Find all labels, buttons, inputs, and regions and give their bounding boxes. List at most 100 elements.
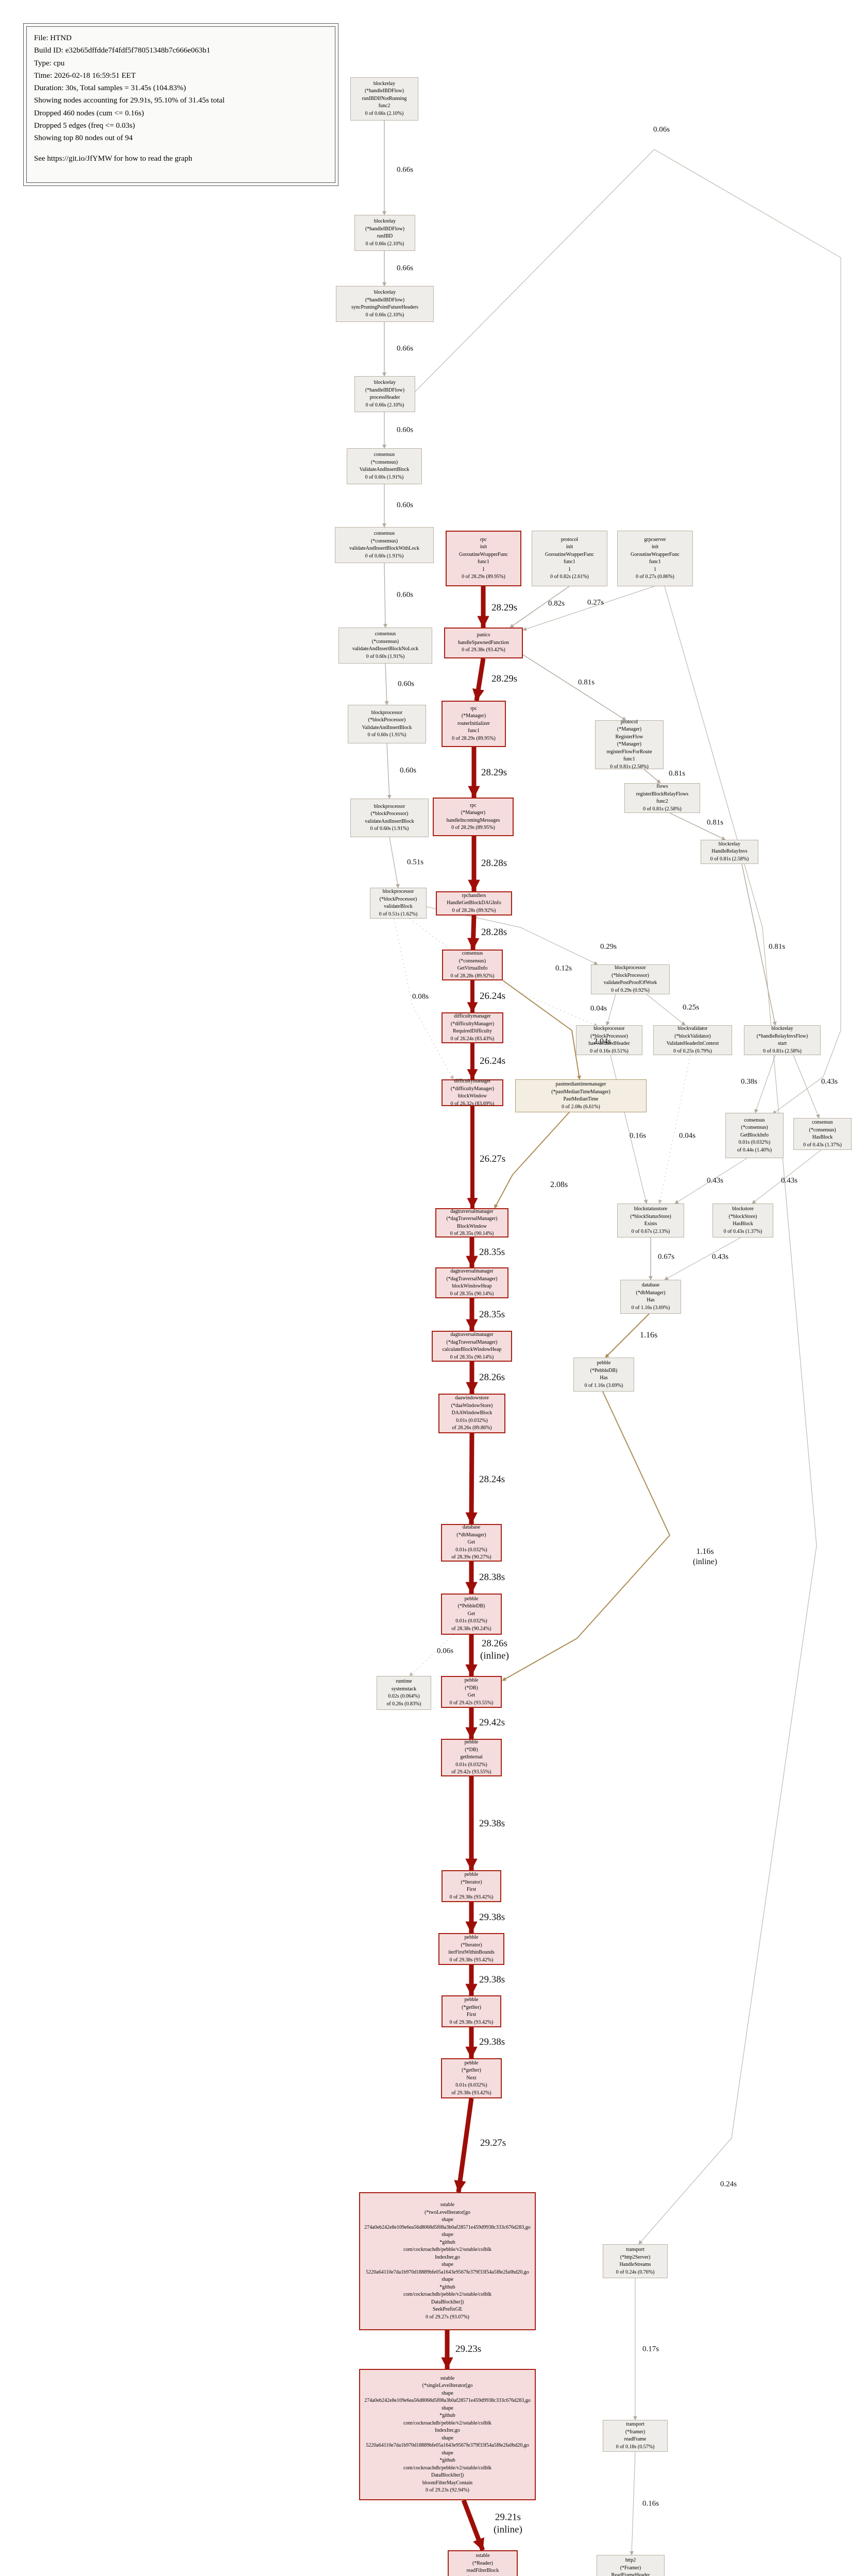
node-line: *github: [439, 2239, 455, 2245]
node-consensus-getblockinfo[interactable]: consensus (*consensus) GetBlockInfo 0.01s (…: [725, 1113, 784, 1158]
edge-weight-label: 0.66s: [397, 264, 414, 273]
node-sstable-twoleveliterator-seekprefixge[interactable]: sstable (*twoLevelIterator[go shape 274a0eb…: [359, 2192, 536, 2330]
edge: [409, 918, 598, 1027]
node-line: (*consensus): [741, 1125, 768, 1131]
node-line: pastmediantimemanager: [555, 1081, 606, 1087]
node-blockstore-hasblock[interactable]: blockstore (*blockStore) HasBlock 0 of 0.43…: [712, 1204, 773, 1238]
edge: [522, 654, 626, 721]
node-pebble-pebbledb-has[interactable]: pebble (*PebbleDB) Has 0 of 1.16s (3.69%): [573, 1358, 634, 1392]
edge: [415, 149, 841, 1114]
edge-weight-label: 0.43s: [821, 1077, 838, 1086]
node-line: difficultymanager: [454, 1078, 491, 1084]
node-blockrelay-syncpruningpointfutureheaders[interactable]: blockrelay (*handleIBDFlow) syncPruningPoi…: [336, 286, 434, 322]
node-rpc-routerinitializer-func1[interactable]: rpc (*Manager) routerInitializer func1 0 of …: [442, 701, 506, 747]
node-rpc-init-goroutinewrapperfunc[interactable]: rpc init GoroutineWrapperFunc func1 1 0 of 28…: [446, 531, 521, 586]
node-line: func1: [564, 559, 575, 565]
node-line: validateAndInsertBlock: [365, 818, 414, 824]
node-blockrelay-runibd[interactable]: blockrelay (*handleIBDFlow) runIBD 0 of 0.6…: [354, 215, 415, 251]
node-protocol-registerflow-func1[interactable]: protocol (*Manager) RegisterFlow (*Manager)…: [595, 719, 664, 770]
node-panics-handlespawnedfunction[interactable]: panics handleSpawnedFunction 0 of 29.38s (…: [444, 628, 523, 658]
node-sstable-readfilterblock[interactable]: sstable (*Reader) readFilterBlock 0 of 29.2…: [448, 2550, 518, 2576]
node-flows-registerblockrelayflows-func2[interactable]: flows registerBlockRelayFlows func2 0 of 0.…: [624, 783, 700, 813]
node-dagtraversalmanager-calculateblockwindowheap[interactable]: dagtraversalmanager (*dagTraversalManager…: [432, 1331, 512, 1362]
node-daawindowstore-daawindowblock[interactable]: daawindowstore (*daaWindowStore) DAAWindow…: [438, 1394, 505, 1433]
node-protocol-init-goroutinewrapperfunc[interactable]: protocol init GoroutineWrapperFunc func1 1 0 …: [532, 531, 607, 586]
node-line: DataBlockIter]): [431, 2299, 464, 2305]
node-line: 0 of 1.16s (3.69%): [584, 1382, 623, 1388]
node-blockprocessor-validateandinsertblock[interactable]: blockprocessor (*blockProcessor) validateA…: [350, 799, 429, 837]
node-dagtraversalmanager-blockwindow[interactable]: dagtraversalmanager (*dagTraversalManager…: [435, 1208, 508, 1238]
edge: [494, 1112, 570, 1209]
node-line: (*DB): [465, 1747, 478, 1753]
node-pebble-getiter-first[interactable]: pebble (*getIter) First 0 of 29.38s (93.42%…: [442, 1995, 501, 2027]
node-pastmediantimemanager-pastmediantime[interactable]: pastmediantimemanager (*pastMedianTimeMan…: [515, 1079, 647, 1112]
node-line: init: [651, 544, 659, 550]
node-blockvalidator-validateheaderincontext[interactable]: blockvalidator (*blockValidator) ValidateH…: [653, 1025, 732, 1055]
node-line: sstable: [440, 2202, 455, 2208]
node-transport-http2server-handlestreams[interactable]: transport (*http2Server) HandleStreams 0 of…: [603, 2244, 668, 2278]
edge-weight-label: 2.04s: [593, 1037, 612, 1046]
node-dagtraversalmanager-blockwindowheap[interactable]: dagtraversalmanager (*dagTraversalManager…: [435, 1267, 508, 1298]
node-line: 0 of 28.29s (89.95%): [452, 735, 496, 741]
summary-dropped-edges: Dropped 5 edges (freq <= 0.03s): [34, 122, 135, 130]
node-line: transport: [626, 2421, 644, 2427]
summary-blank: [34, 145, 328, 152]
edge-weight-label: 0.17s: [642, 2345, 659, 2353]
node-sstable-singleleveliterator-bloomfiltermaycontain[interactable]: sstable (*singleLevelIterator[go shape 274a…: [359, 2369, 536, 2500]
edge: [386, 743, 392, 799]
node-line: (*dagTraversalManager): [446, 1216, 498, 1222]
node-line: 0 of 29.23s (92.94%): [426, 2487, 469, 2493]
node-consensus-validateandinsertblock[interactable]: consensus (*consensus) ValidateAndInsertBl…: [347, 448, 422, 484]
node-blockstatusstore-exists[interactable]: blockstatusstore (*blockStatusStore) Exist…: [617, 1204, 684, 1238]
node-line: com/cockroachdb/pebble/v2/sstable/colblk: [403, 2292, 492, 2297]
node-rpc-handleincomingmessages[interactable]: rpc (*Manager) handleIncomingMessages 0 of …: [433, 798, 514, 836]
node-runtime-systemstack[interactable]: runtime systemstack 0.02s (0.064%) of 0.26s…: [377, 1676, 431, 1710]
node-pebble-db-get[interactable]: pebble (*DB) Get 0 of 29.42s (93.55%): [441, 1676, 502, 1708]
node-blockprocessor-validateandinsertblock-pub[interactable]: blockprocessor (*blockProcessor) ValidateA…: [348, 705, 426, 743]
edge-weight-label: 2.08s: [550, 1180, 568, 1189]
node-transport-framer-readframe[interactable]: transport (*framer) readFrame 0 of 0.18s (0…: [603, 2420, 668, 2452]
node-line: 0 of 29.38s (93.42%): [449, 1957, 494, 1963]
node-grpcserver-init-goroutinewrapperfunc[interactable]: grpcserver init GoroutineWrapperFunc func1 1…: [617, 531, 693, 586]
node-database-dbmanager-get[interactable]: database (*dbManager) Get 0.01s (0.032%) of …: [441, 1524, 502, 1562]
node-rpchandlers-handlegetblockdaginfo[interactable]: rpchandlers HandleGetBlockDAGInfo 0 of 28.…: [436, 891, 512, 916]
node-line: blockrelay: [373, 380, 396, 385]
node-blockrelay-handlerelayinvsflow-start[interactable]: blockrelay (*handleRelayInvsFlow) start 0 o…: [744, 1025, 821, 1055]
edge: [454, 2098, 474, 2193]
edge: [461, 2499, 485, 2551]
node-pebble-pebbledb-get[interactable]: pebble (*PebbleDB) Get 0.01s (0.032%) of 28.…: [441, 1594, 502, 1635]
node-line: 0 of 0.81s (2.58%): [763, 1048, 802, 1054]
node-database-dbmanager-has[interactable]: database (*dbManager) Has 0 of 1.16s (3.69%…: [620, 1280, 681, 1314]
node-line: (*consensus): [809, 1127, 836, 1133]
node-blockprocessor-hasvalidatedheader[interactable]: blockprocessor (*blockProcessor) hasValida…: [576, 1025, 642, 1055]
node-consensus-getvirtualinfo[interactable]: consensus (*consensus) GetVirtualInfo 0 of …: [442, 950, 503, 980]
node-http2-framer-readframeheader[interactable]: http2(*Framer)ReadFrameHeader0 of 0.16s …: [597, 2555, 665, 2576]
edge-weight-label: 1.16s: [640, 1331, 658, 1340]
node-difficultymanager-blockwindow[interactable]: difficultymanager (*difficultyManager) blo…: [442, 1078, 503, 1107]
node-consensus-validateandinsertblocknolock[interactable]: consensus (*consensus) validateAndInsertBl…: [338, 628, 432, 664]
node-pebble-iterator-first[interactable]: pebble (*Iterator) First 0 of 29.38s (93.42…: [442, 1870, 501, 1902]
edge-weight-label: 0.60s: [397, 501, 414, 510]
node-line: (*handleIBDFlow): [365, 387, 405, 393]
node-pebble-iterfirstwithinbounds[interactable]: pebble (*Iterator) iterFirstWithinBounds 0 …: [438, 1933, 504, 1965]
summary-showing-nodes: Showing nodes accounting for 29.91s, 95.…: [34, 96, 225, 105]
node-blockprocessor-validatepostproofofwork[interactable]: blockprocessor (*blockProcessor) validateP…: [591, 964, 670, 994]
node-consensus-hasblock[interactable]: consensus (*consensus) HasBlock 0 of 0.43s …: [793, 1118, 852, 1150]
node-line: blockprocessor: [615, 965, 646, 971]
node-line: (*Manager): [461, 713, 486, 719]
node-line: HasBlock: [733, 1221, 753, 1227]
node-line: dagtraversalmanager: [450, 1268, 494, 1274]
node-blockrelay-processheader[interactable]: blockrelay (*handleIBDFlow) processHeader 0…: [354, 376, 415, 412]
node-pebble-db-getinternal[interactable]: pebble (*DB) getInternal 0.01s (0.032%) of 2…: [441, 1739, 502, 1776]
node-blockprocessor-validateblock[interactable]: blockprocessor (*blockProcessor) validateB…: [370, 888, 427, 919]
node-blockrelay-runibdifnotrunning-func2[interactable]: blockrelay (*handleIBDFlow) runIBDIfNotRun…: [350, 77, 418, 121]
node-line: 0 of 26.32s (83.69%): [450, 1100, 495, 1107]
node-pebble-getiter-next[interactable]: pebble (*getIter) Next 0.01s (0.032%) of 29.…: [441, 2058, 502, 2098]
node-difficultymanager-requireddifficulty[interactable]: difficultymanager (*difficultyManager) Req…: [442, 1012, 503, 1043]
edge-weight-label: 0.81s: [578, 678, 595, 687]
node-line: func1: [468, 728, 480, 734]
node-line: pebble: [464, 1935, 479, 1940]
node-blockrelay-handlerelayinvs[interactable]: blockrelay HandleRelayInvs 0 of 0.81s (2.5…: [701, 840, 758, 864]
node-consensus-validateandinsertblockwithlock[interactable]: consensus (*consensus) validateAndInsertBl…: [335, 527, 434, 563]
